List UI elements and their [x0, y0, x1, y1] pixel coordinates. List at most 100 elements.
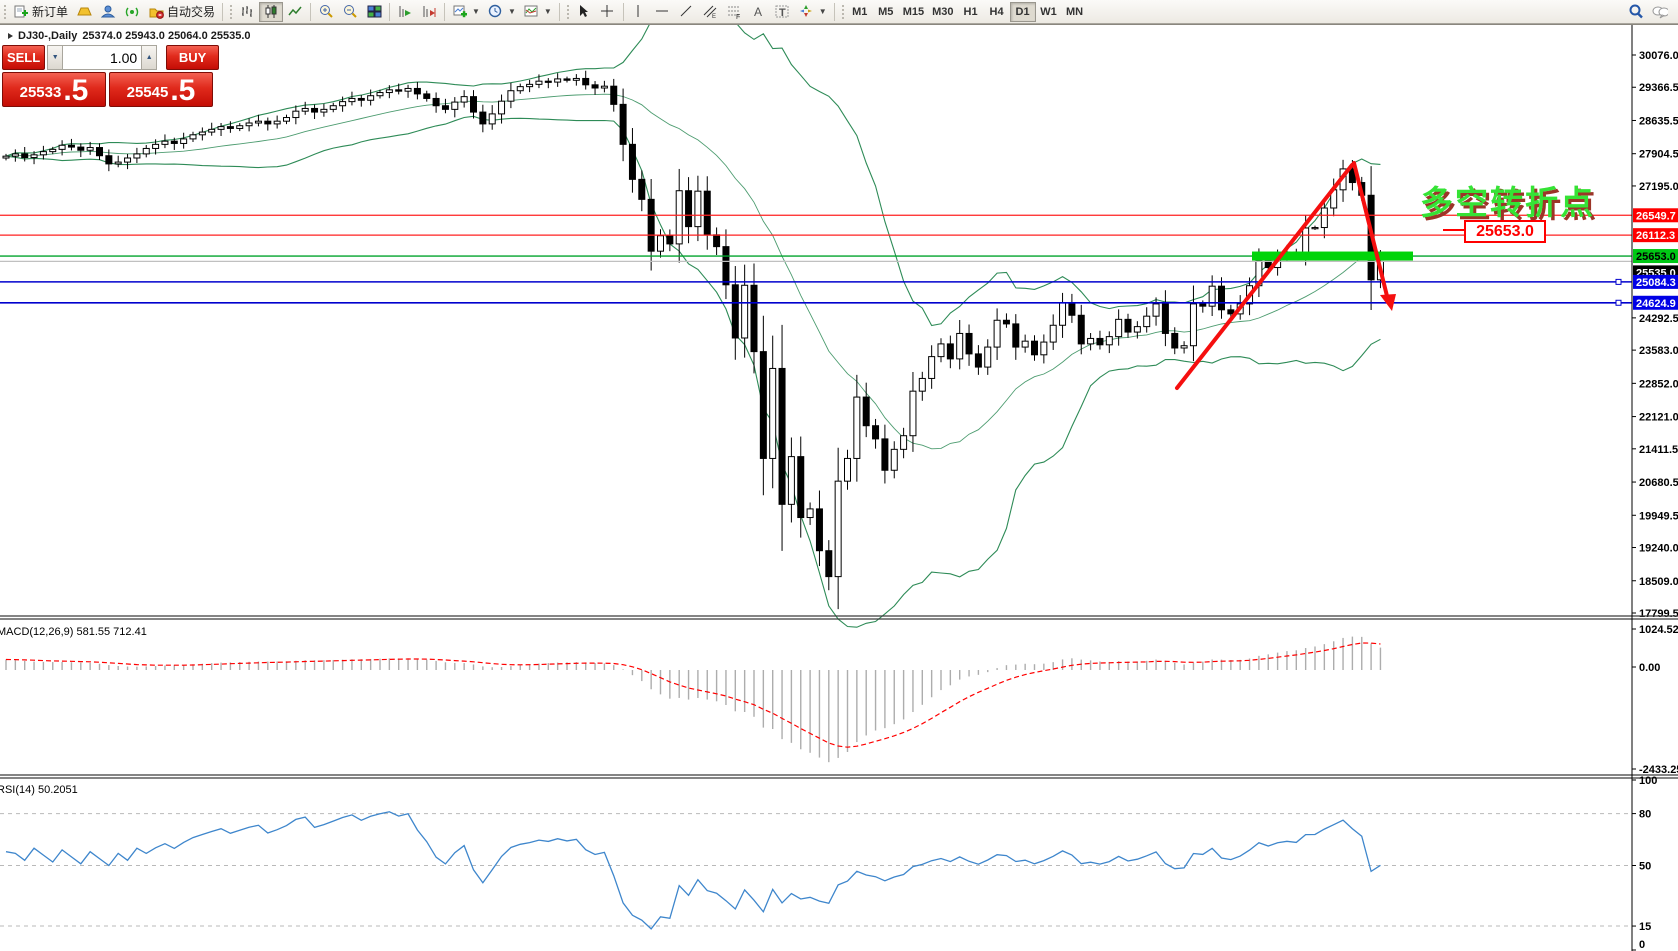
indicators-button[interactable]: ▼	[520, 2, 556, 22]
horizontal-line-icon	[655, 4, 671, 20]
timeframe-h4-button[interactable]: H4	[984, 2, 1010, 22]
zoom-out-button[interactable]	[338, 2, 362, 22]
rsi-tick-label: 15	[1639, 921, 1651, 933]
line-handle[interactable]	[1615, 299, 1622, 306]
chart-ohlc-values: 25374.0 25943.0 25064.0 25535.0	[82, 30, 251, 42]
candle-bearish	[1077, 314, 1085, 345]
candle-bullish	[900, 435, 908, 450]
toolbar-separator	[622, 2, 624, 21]
tile-windows-button[interactable]	[362, 2, 386, 22]
buy-price-display[interactable]: 25545 .5	[109, 72, 213, 107]
chart-shift-button[interactable]	[417, 2, 441, 22]
sell-price-display[interactable]: 25533 .5	[2, 72, 106, 107]
chat-button[interactable]	[1648, 2, 1672, 22]
candles	[2, 70, 1384, 610]
horizontal-line-tool-button[interactable]	[651, 2, 675, 22]
candle-bearish	[610, 85, 618, 105]
rsi-tick-label: 50	[1639, 861, 1651, 873]
line-handle[interactable]	[1615, 278, 1622, 285]
autotrading-icon	[148, 4, 164, 20]
candle-bullish	[39, 151, 47, 156]
autotrading-label: 自动交易	[167, 5, 216, 19]
candle-bearish	[974, 353, 982, 368]
auto-scroll-button[interactable]	[393, 2, 417, 22]
arrows-tool-button[interactable]: ▼	[795, 2, 831, 22]
candle-bullish	[1302, 227, 1310, 255]
timeframe-m5-button[interactable]: M5	[873, 2, 899, 22]
candle-bullish	[2, 155, 10, 159]
label-tool-button[interactable]: T	[771, 2, 795, 22]
timeframe-m1-button[interactable]: M1	[847, 2, 873, 22]
candle-bullish	[1115, 318, 1123, 338]
volume-input[interactable]	[63, 45, 142, 70]
toolbar-grip[interactable]	[839, 2, 845, 21]
macd-indicator-label: MACD(12,26,9) 581.55 712.41	[0, 626, 147, 638]
cursor-tool-button[interactable]	[572, 2, 596, 22]
downtrend-arrow-line[interactable]	[1352, 161, 1389, 298]
axis-tick-label: 17799.5	[1639, 608, 1678, 620]
uptrend-arrow-line[interactable]	[1175, 163, 1354, 390]
sell-button[interactable]: SELL	[2, 45, 46, 70]
chart-canvas[interactable]: 26549.726112.325535.025653.025084.324624…	[0, 24, 1678, 951]
line-chart-mode-button[interactable]	[283, 2, 307, 22]
volume-increase-button[interactable]: ▲	[141, 45, 158, 70]
one-click-trading-toggle-icon[interactable]	[8, 33, 13, 39]
macd-tick-label: -2433.25	[1639, 764, 1678, 776]
candle-bullish	[376, 92, 384, 97]
trend-arrows	[1175, 161, 1396, 390]
signals-button[interactable]	[120, 2, 144, 22]
vertical-line-tool-button[interactable]	[627, 2, 651, 22]
autotrading-button[interactable]: 自动交易	[144, 2, 219, 22]
candle-bearish	[1124, 318, 1132, 333]
channel-tool-button[interactable]: E	[699, 2, 723, 22]
crosshair-tool-button[interactable]	[596, 2, 620, 22]
new-order-button[interactable]: 新订单	[9, 2, 72, 22]
gold-button[interactable]	[72, 2, 96, 22]
bar-chart-mode-button[interactable]	[235, 2, 259, 22]
toolbar-grip[interactable]	[564, 2, 570, 21]
candle-bearish	[647, 198, 655, 252]
turning-point-annotation[interactable]: 多空转折点	[1420, 184, 1595, 221]
bar-chart-icon	[239, 4, 255, 20]
candle-bullish	[30, 154, 38, 159]
candle-bullish	[844, 457, 851, 482]
chart-window[interactable]: 26549.7 26112.3 25535.0 25653.0 25084.3 24624…	[0, 24, 1678, 951]
candle-bullish	[283, 117, 290, 122]
search-button[interactable]	[1624, 2, 1648, 22]
timeframe-m15-button[interactable]: M15	[899, 2, 928, 22]
timeframe-d1-button[interactable]: D1	[1009, 1, 1036, 22]
candle-bullish	[58, 144, 66, 150]
period-button[interactable]: ▼	[484, 2, 520, 22]
candle-bearish	[1218, 285, 1225, 311]
fibonacci-tool-button[interactable]: F	[723, 2, 747, 22]
timeframe-mn-button[interactable]: MN	[1062, 2, 1088, 22]
timeframe-m30-button[interactable]: M30	[928, 2, 957, 22]
toolbar-grip[interactable]	[228, 2, 234, 21]
trendline-tool-button[interactable]	[675, 2, 699, 22]
volume-decrease-button[interactable]: ▼	[47, 45, 64, 70]
candle-bearish	[21, 153, 29, 159]
candle-bullish	[124, 157, 132, 163]
text-tool-button[interactable]: A	[747, 2, 771, 22]
timeframe-w1-button[interactable]: W1	[1036, 2, 1062, 22]
zoom-in-button[interactable]	[314, 2, 338, 22]
timeframe-h1-button[interactable]: H1	[958, 2, 984, 22]
price-tag	[1633, 249, 1678, 264]
support-band[interactable]	[1252, 251, 1413, 261]
candle-bullish	[526, 83, 534, 88]
level-price-box[interactable]: 25653.0	[1464, 220, 1546, 243]
toolbar-grip[interactable]	[2, 2, 7, 21]
candle-bullish	[498, 100, 506, 115]
candlestick-mode-button[interactable]	[259, 1, 284, 22]
community-button[interactable]	[96, 2, 120, 22]
macd-tick-label: 0.00	[1639, 662, 1660, 674]
candle-bearish	[619, 103, 627, 145]
axis-tick-label: 21411.5	[1639, 444, 1678, 456]
new-chart-button[interactable]: ▼	[448, 2, 484, 22]
candle-bearish	[357, 97, 365, 101]
buy-button[interactable]: BUY	[166, 45, 219, 70]
candle-bullish	[1133, 326, 1141, 333]
candle-bullish	[1208, 285, 1216, 307]
fibonacci-icon: F	[727, 4, 743, 20]
candle-bearish	[825, 550, 833, 578]
